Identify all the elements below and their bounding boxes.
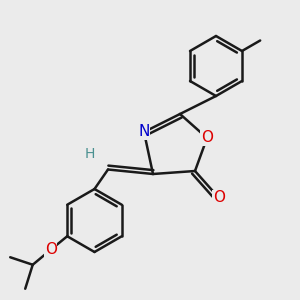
Text: O: O (213, 190, 225, 206)
Text: N: N (138, 124, 150, 140)
Text: O: O (201, 130, 213, 146)
Text: O: O (45, 242, 57, 257)
Text: H: H (85, 148, 95, 161)
